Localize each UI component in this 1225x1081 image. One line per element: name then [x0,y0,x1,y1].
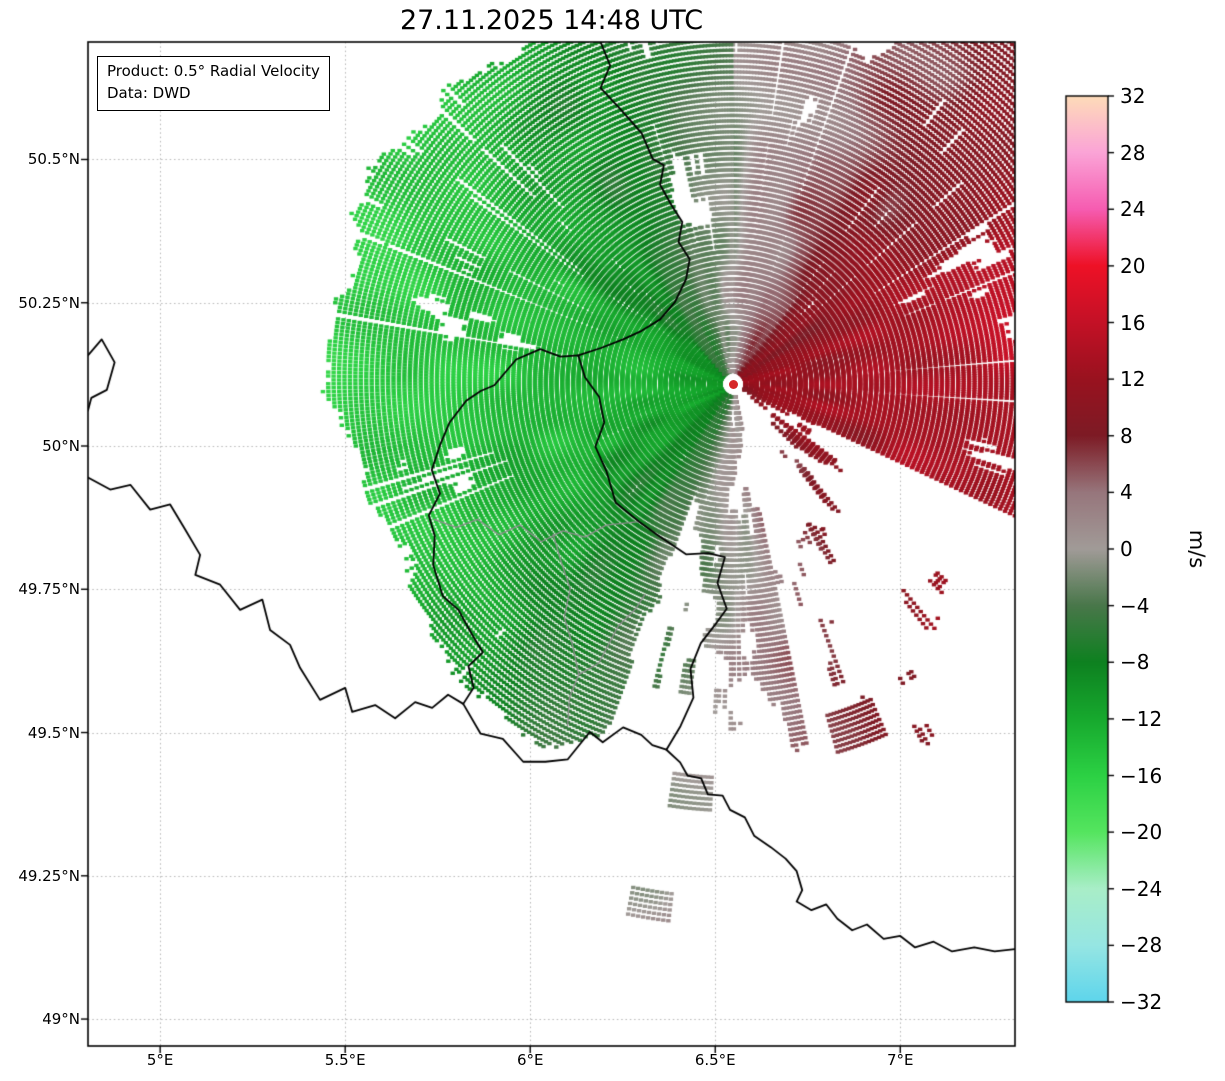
x-axis-tick-label: 7°E [887,1051,914,1069]
colorbar-tick-label: 24 [1120,197,1146,222]
colorbar-tick-label: −28 [1120,933,1163,958]
y-axis-tick-label: 50.5°N [27,150,80,169]
colorbar-tick-label: 20 [1120,253,1146,278]
y-axis-tick-label: 50°N [42,437,80,455]
colorbar-tick-label: 8 [1120,423,1133,448]
colorbar-tick-label: −4 [1120,593,1150,618]
colorbar-tick-label: 0 [1120,537,1133,561]
x-axis-tick-label: 6°E [516,1051,544,1069]
colorbar-tick-label: 32 [1120,84,1146,108]
colorbar-tick-label: −20 [1120,820,1163,845]
x-axis-tick-label: 5.5°E [324,1051,366,1069]
product-info-box: Product: 0.5° Radial Velocity Data: DWD [97,56,330,111]
y-axis-tick-label: 49.25°N [18,866,80,885]
colorbar-tick-label: 28 [1120,140,1146,165]
y-axis-tick-label: 49°N [42,1010,80,1029]
colorbar-tick-label: 12 [1120,367,1146,392]
colorbar-tick-label: 4 [1120,480,1133,505]
plot-title: 27.11.2025 14:48 UTC [399,5,704,36]
colorbar-tick-label: −24 [1120,876,1163,901]
radar-site-marker [728,379,738,389]
colorbar-unit-label: m/s [1185,529,1209,569]
colorbar-tick-label: 16 [1120,310,1146,335]
data-source-line: Data: DWD [107,83,191,102]
colorbar-tick-label: −8 [1120,650,1150,675]
x-axis-tick-label: 6.5°E [694,1051,736,1069]
colorbar-tick-label: −12 [1120,706,1163,731]
y-axis-tick-label: 50.25°N [18,293,80,312]
colorbar-tick-label: −16 [1120,763,1163,788]
colorbar-tick-label: −32 [1120,990,1163,1014]
product-info-line: Product: 0.5° Radial Velocity [107,62,320,80]
y-axis-tick-label: 49.5°N [27,723,80,742]
y-axis-tick-label: 49.75°N [18,580,80,599]
x-axis-tick-label: 5°E [146,1051,174,1069]
